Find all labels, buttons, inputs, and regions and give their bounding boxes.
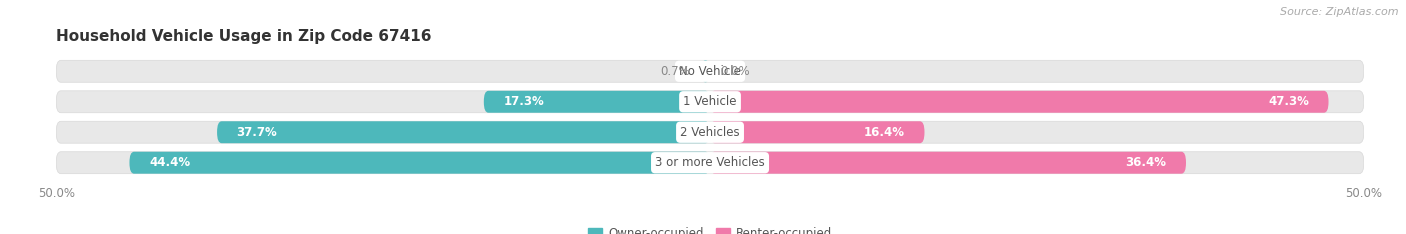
Text: 0.0%: 0.0% (720, 65, 751, 78)
FancyBboxPatch shape (217, 121, 710, 143)
Text: 1 Vehicle: 1 Vehicle (683, 95, 737, 108)
Text: Household Vehicle Usage in Zip Code 67416: Household Vehicle Usage in Zip Code 6741… (56, 29, 432, 44)
Text: No Vehicle: No Vehicle (679, 65, 741, 78)
FancyBboxPatch shape (700, 60, 710, 82)
Text: 2 Vehicles: 2 Vehicles (681, 126, 740, 139)
Text: 17.3%: 17.3% (503, 95, 544, 108)
Text: 16.4%: 16.4% (863, 126, 905, 139)
Text: 44.4%: 44.4% (149, 156, 190, 169)
FancyBboxPatch shape (56, 60, 1364, 82)
FancyBboxPatch shape (710, 121, 925, 143)
FancyBboxPatch shape (56, 91, 1364, 113)
FancyBboxPatch shape (710, 91, 1329, 113)
Text: 0.7%: 0.7% (661, 65, 690, 78)
Text: 37.7%: 37.7% (236, 126, 277, 139)
Text: 3 or more Vehicles: 3 or more Vehicles (655, 156, 765, 169)
Text: 47.3%: 47.3% (1268, 95, 1309, 108)
Text: 36.4%: 36.4% (1125, 156, 1167, 169)
FancyBboxPatch shape (484, 91, 710, 113)
FancyBboxPatch shape (56, 152, 1364, 174)
Legend: Owner-occupied, Renter-occupied: Owner-occupied, Renter-occupied (583, 222, 837, 234)
FancyBboxPatch shape (129, 152, 710, 174)
FancyBboxPatch shape (56, 121, 1364, 143)
Text: Source: ZipAtlas.com: Source: ZipAtlas.com (1281, 7, 1399, 17)
FancyBboxPatch shape (710, 152, 1187, 174)
